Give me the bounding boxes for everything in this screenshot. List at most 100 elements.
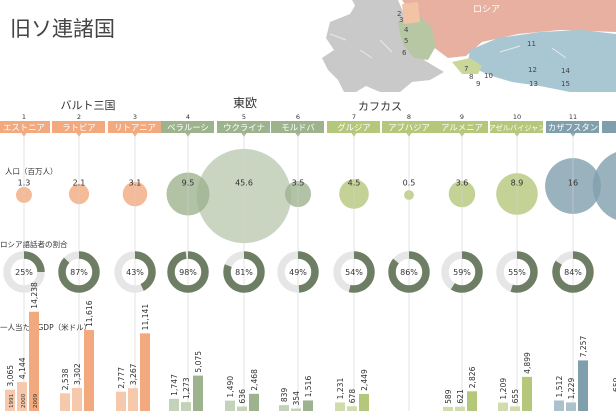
gdp-value-label: 655 (511, 389, 520, 404)
row-label-gdp: 一人当たりGDP（米ドル） (0, 322, 91, 332)
country-name: アゼルバイジャン (489, 124, 546, 133)
gdp-year-label: 2000 (21, 393, 27, 408)
gdp-value-label: 7,257 (579, 336, 588, 358)
gdp-bar (128, 388, 138, 411)
map-country-number: 13 (529, 80, 538, 88)
country-name: エストニア (3, 123, 45, 133)
gdp-bar (347, 406, 357, 411)
country-number: 3 (133, 113, 137, 121)
country-name: ベラルーシ (167, 123, 209, 133)
map-europe-north (352, 0, 392, 22)
map-baltic (402, 2, 420, 24)
gdp-bar (455, 406, 465, 411)
donut-value-arc (114, 251, 156, 293)
gdp-value-label: 636 (238, 389, 247, 404)
gdp-bar (5, 389, 15, 411)
gdp-value-label: 839 (280, 387, 289, 402)
gdp-bar (249, 393, 259, 411)
map-country-number: 5 (404, 37, 408, 45)
country-number: 10 (513, 113, 521, 121)
map-country-number: 3 (399, 16, 403, 24)
population-label: 3.1 (129, 179, 142, 188)
russian-pct-label: 87% (70, 268, 88, 277)
gdp-bar (443, 406, 453, 411)
donut-value-arc (496, 251, 538, 293)
gdp-bar (467, 391, 477, 411)
gdp-value-label: 1,747 (170, 374, 179, 396)
gdp-value-label: 1,490 (226, 376, 235, 398)
gdp-value-label: 1,209 (499, 378, 508, 400)
country-name: リトアニア (114, 123, 156, 133)
gdp-value-label: 3,065 (6, 365, 15, 387)
gdp-value-label: 1,512 (555, 376, 564, 398)
gdp-value-label: 14,238 (30, 282, 39, 309)
gdp-value-label: 2,538 (61, 368, 70, 390)
gdp-value-label: 11,141 (141, 304, 150, 331)
gdp-value-label: 589 (444, 389, 453, 404)
country-number: 8 (407, 113, 411, 121)
country-band (217, 121, 270, 133)
country-name: カザフスタン (548, 123, 598, 133)
gdp-value-label: 3,302 (73, 363, 82, 385)
map-russia (402, 0, 616, 58)
gdp-bar (60, 393, 70, 411)
russian-pct-label: 98% (179, 268, 197, 277)
russian-pct-label: 59% (453, 268, 471, 277)
map-eastern (398, 16, 436, 60)
population-label: 1.3 (18, 179, 31, 188)
donut-value-arc (58, 251, 100, 293)
russian-pct-label: 55% (508, 268, 526, 277)
country-band (382, 121, 435, 133)
row-label-population: 人口（百万人） (5, 167, 58, 176)
country-band (546, 121, 599, 133)
donut-value-arc (3, 251, 45, 293)
gdp-value-label: 2,826 (468, 366, 477, 388)
russian-pct-label: 81% (235, 268, 253, 277)
gdp-bar (29, 311, 39, 411)
gdp-bar (17, 382, 27, 411)
map-central-asia (468, 30, 616, 92)
russian-pct-label: 84% (564, 268, 582, 277)
group-label-caucasus: カフカス (358, 100, 402, 113)
gdp-value-label: 2,777 (117, 367, 126, 389)
gdp-bar (84, 330, 94, 411)
gdp-year-label: 2009 (33, 393, 39, 408)
country-name: モルドバ (281, 123, 315, 133)
country-name: ウクライナ (223, 123, 265, 133)
country-number: 11 (569, 113, 577, 121)
gdp-value-label: 1,516 (304, 376, 313, 398)
gdp-bar (554, 400, 564, 411)
gdp-bar (237, 406, 247, 411)
map-country-number: 14 (561, 67, 570, 75)
map-country-number: 2 (397, 10, 401, 18)
russian-pct-label: 54% (345, 268, 363, 277)
russian-pct-label: 86% (400, 268, 418, 277)
gdp-bar (140, 333, 150, 411)
map-country-number: 11 (527, 40, 536, 48)
gdp-value-label: 659 (612, 377, 616, 392)
country-band (435, 121, 488, 133)
gdp-bar (291, 408, 301, 411)
population-label: 9.5 (182, 179, 195, 188)
map-country-number: 7 (464, 65, 468, 73)
group-label-baltic: バルト三国 (61, 99, 116, 112)
map-country-number: 6 (402, 49, 407, 57)
map-country-number: 10 (484, 72, 493, 80)
gdp-value-label: 2,449 (360, 369, 369, 391)
gdp-bar (578, 360, 588, 411)
population-label: 0.5 (403, 179, 416, 188)
donut-value-arc (441, 251, 483, 293)
country-name: アブハジア (388, 123, 430, 133)
population-label: 4.5 (348, 179, 361, 188)
gdp-value-label: 5,075 (194, 351, 203, 373)
group-label-eastern: 東欧 (233, 96, 257, 110)
map-country-number: 15 (561, 80, 570, 88)
map-europe (322, 0, 444, 92)
country-band (602, 121, 616, 133)
gdp-bar (72, 387, 82, 411)
gdp-bar (279, 405, 289, 411)
row-label-russian: ロシア語話者の割合 (0, 239, 68, 249)
map-russia-label: ロシア (473, 5, 500, 15)
